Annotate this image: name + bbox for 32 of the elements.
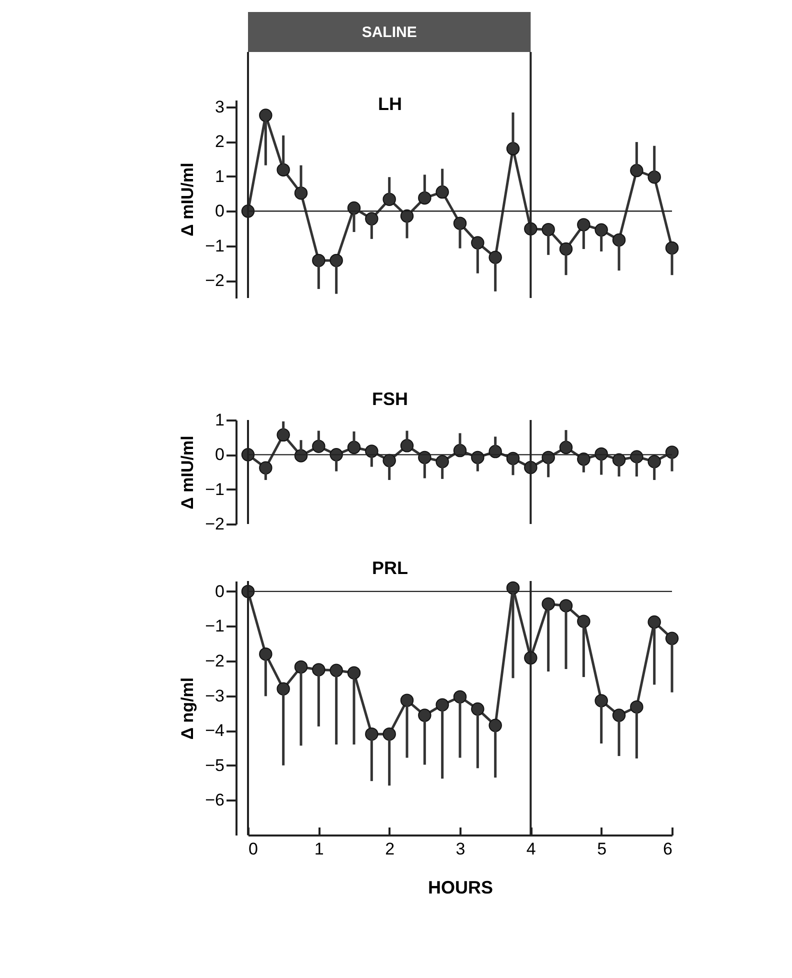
y-tick-label: −1 (205, 480, 224, 499)
x-tick-label: 5 (597, 840, 607, 858)
y-tick-label: −4 (205, 721, 224, 740)
y-tick-label: 0 (215, 582, 224, 601)
x-tick-label: 0 (248, 840, 258, 858)
chart-title: PRL (372, 558, 408, 578)
y-axis-title: Δ ng/ml (178, 677, 198, 740)
y-tick-label: −1 (205, 236, 224, 256)
y-tick-label: 0 (215, 202, 224, 221)
y-tick-label: 0 (215, 445, 224, 464)
x-tick-label: 2 (385, 840, 395, 858)
y-axis-title: Δ mIU/ml (178, 436, 198, 510)
y-tick-label: 2 (215, 132, 224, 152)
x-tick-label: 4 (526, 840, 536, 858)
y-tick-label: −2 (205, 514, 224, 534)
y-axis-title: Δ mIU/ml (178, 162, 198, 236)
x-axis-title: HOURS (428, 878, 494, 898)
y-tick-label: 3 (215, 97, 224, 116)
x-tick-label: 6 (663, 840, 672, 858)
y-tick-label: −1 (205, 616, 224, 636)
y-tick-label: −6 (205, 790, 224, 810)
y-tick-label: −3 (205, 686, 224, 706)
x-tick-label: 3 (456, 840, 466, 858)
x-tick-label: 1 (314, 840, 324, 858)
y-tick-label: −2 (205, 652, 224, 671)
text: SALINE (362, 24, 417, 41)
y-tick-label: −5 (205, 756, 224, 775)
y-tick-label: 1 (215, 410, 224, 430)
chart-title: FSH (372, 389, 408, 409)
chart-title: LH (378, 94, 402, 114)
y-tick-label: 1 (215, 166, 224, 186)
y-tick-label: −2 (205, 271, 224, 290)
